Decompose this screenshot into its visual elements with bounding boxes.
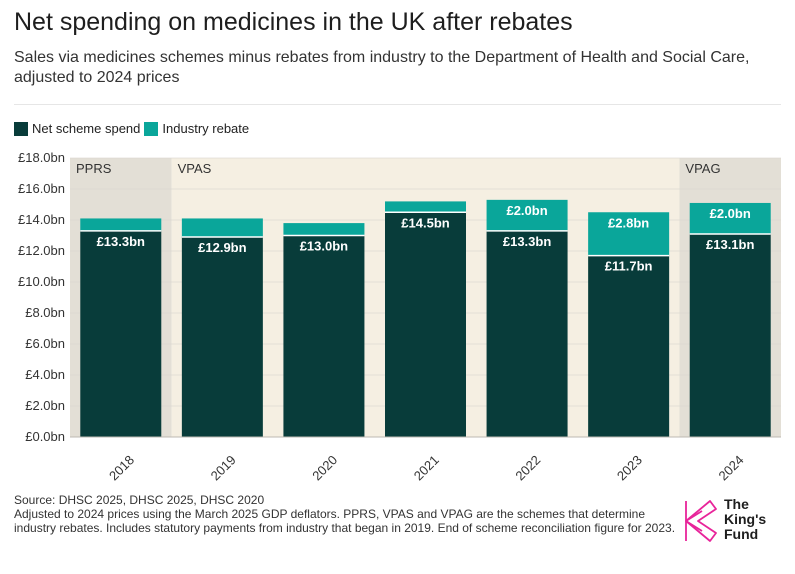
y-tick-label: £10.0bn <box>18 274 65 289</box>
y-tick-label: £4.0bn <box>25 367 65 382</box>
logo-line-3: Fund <box>724 526 759 542</box>
x-tick-label-2021: 2021 <box>411 452 442 483</box>
bar-rebate-2020 <box>283 223 365 236</box>
data-label-rebate-2022: £2.0bn <box>506 203 547 218</box>
chart-plot: PPRS VPAS VPAG £0.0bn £2.0bn £4.0bn £6.0bn £8.0… <box>18 150 781 483</box>
legend: Net scheme spend Industry rebate <box>14 121 253 136</box>
data-label-net-2024: £13.1bn <box>706 237 754 252</box>
x-tick-label-2024: 2024 <box>716 452 747 483</box>
data-label-rebate-2024: £2.0bn <box>710 206 751 221</box>
chart-subtitle: Sales via medicines schemes minus rebate… <box>14 49 750 86</box>
logo-text: The King's Fund <box>724 497 766 542</box>
bar-net-2018 <box>80 230 162 437</box>
bar-rebate-2024 <box>689 202 771 234</box>
scheme-label-pprs: PPRS <box>76 161 112 176</box>
kings-fund-logo: The King's Fund <box>680 497 780 547</box>
data-label-net-2018: £13.3bn <box>97 234 145 249</box>
logo-line-2: King's <box>724 511 767 527</box>
bar-rebate-2021 <box>385 201 466 213</box>
legend-label-rebate: Industry rebate <box>162 121 250 136</box>
y-tick-label: £0.0bn <box>25 429 65 444</box>
footer-source: Source: DHSC 2025, DHSC 2025, DHSC 2020 <box>14 493 265 507</box>
bar-net-2022 <box>486 230 568 437</box>
y-tick-label: £16.0bn <box>18 181 65 196</box>
bar-rebate-2019 <box>181 218 263 238</box>
bar-net-2024 <box>689 233 771 437</box>
bar-rebate-2022 <box>486 199 568 231</box>
legend-swatch-net <box>14 121 28 136</box>
logo-line-1: The <box>724 496 749 512</box>
y-tick-label: £12.0bn <box>18 243 65 258</box>
data-label-net-2021: £14.5bn <box>401 215 449 230</box>
bar-rebate-2018 <box>80 218 162 231</box>
y-tick-label: £8.0bn <box>25 305 65 320</box>
scheme-label-vpas: VPAS <box>178 161 212 176</box>
bar-net-2020 <box>283 235 365 437</box>
data-label-net-2019: £12.9bn <box>198 240 246 255</box>
y-tick-label: £18.0bn <box>18 150 65 165</box>
legend-item-net: Net scheme spend <box>14 121 140 136</box>
data-label-net-2022: £13.3bn <box>503 234 551 249</box>
y-tick-label: £14.0bn <box>18 212 65 227</box>
y-tick-label: £6.0bn <box>25 336 65 351</box>
x-tick-label-2018: 2018 <box>106 452 137 483</box>
legend-item-rebate: Industry rebate <box>144 121 249 136</box>
x-tick-label-2020: 2020 <box>309 452 340 483</box>
bar-net-2023 <box>588 255 670 437</box>
data-label-rebate-2023: £2.8bn <box>608 215 649 230</box>
x-tick-label-2019: 2019 <box>208 452 239 483</box>
data-label-net-2023: £11.7bn <box>605 259 653 274</box>
chart-title: Net spending on medicines in the UK afte… <box>14 8 573 36</box>
bar-rebate-2023 <box>588 212 670 256</box>
legend-label-net: Net scheme spend <box>32 121 141 136</box>
data-label-net-2020: £13.0bn <box>300 239 348 254</box>
footer-note: Adjusted to 2024 prices using the March … <box>14 507 676 535</box>
bar-net-2019 <box>181 237 263 437</box>
x-tick-label-2023: 2023 <box>614 452 645 483</box>
kings-fund-logo-icon <box>685 500 717 542</box>
header-divider <box>14 104 781 105</box>
x-tick-label-2022: 2022 <box>512 452 543 483</box>
bar-net-2021 <box>385 212 466 437</box>
y-tick-label: £2.0bn <box>25 398 65 413</box>
scheme-label-vpag: VPAG <box>685 161 720 176</box>
legend-swatch-rebate <box>144 121 159 136</box>
footer: Source: DHSC 2025, DHSC 2025, DHSC 2020 … <box>14 493 679 535</box>
